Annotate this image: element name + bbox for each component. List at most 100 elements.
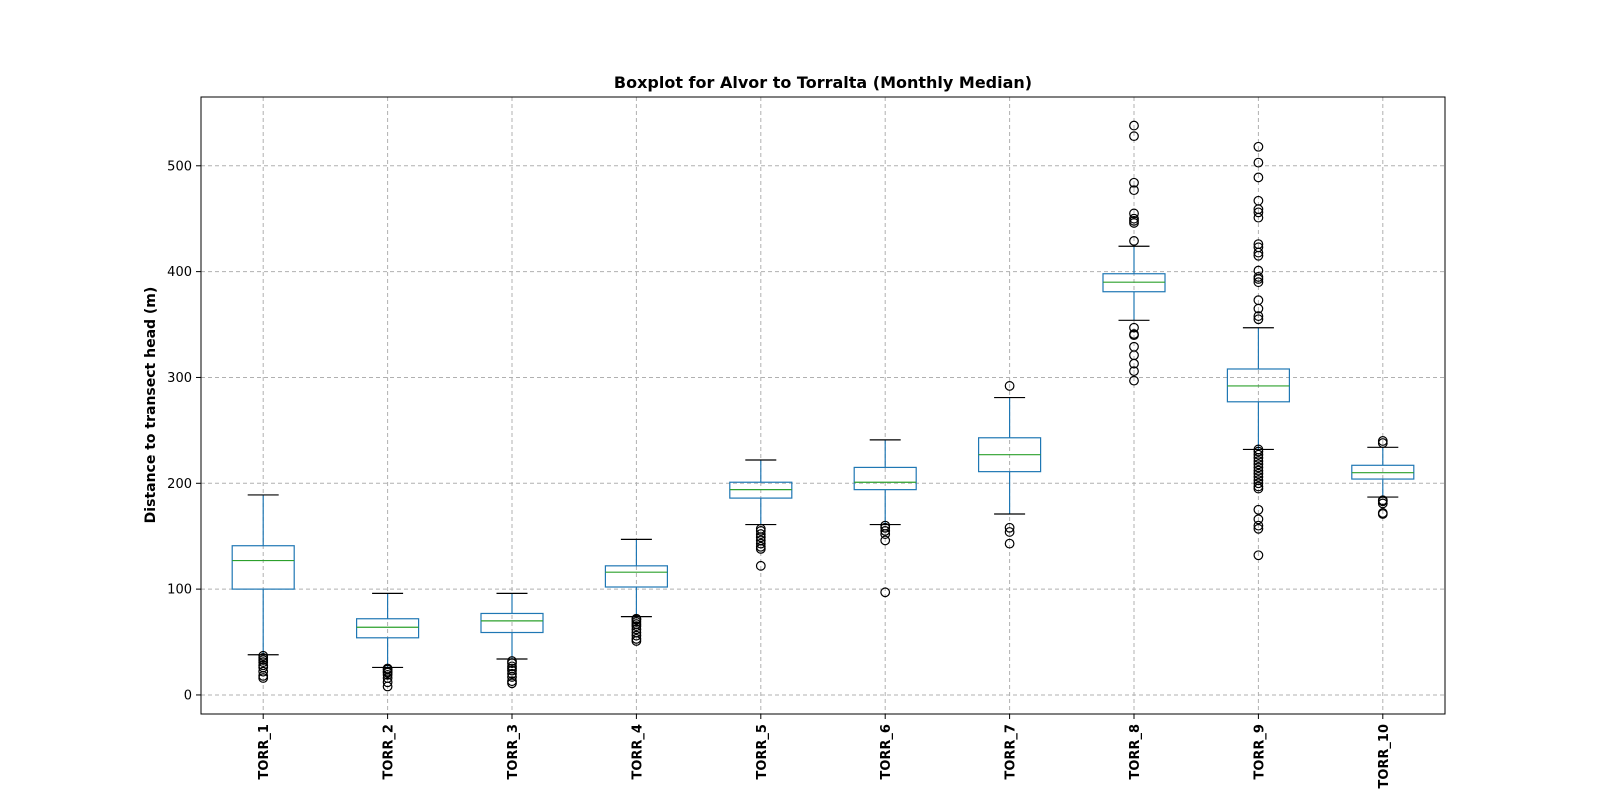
x-tick-labels: TORR_1 TORR_2 TORR_3 TORR_4 TORR_5 TORR_6 TORR… bbox=[257, 714, 1392, 789]
outlier-point bbox=[1129, 236, 1139, 246]
outlier-point bbox=[1253, 475, 1264, 486]
outlier-point bbox=[507, 661, 517, 672]
outlier-point bbox=[1253, 242, 1264, 253]
outlier-point bbox=[755, 541, 766, 552]
y-tick-label: 300 bbox=[167, 371, 192, 386]
outlier-point bbox=[1377, 495, 1388, 506]
x-tick-label: TORR_9 bbox=[1252, 724, 1267, 780]
x-tick-label: TORR_3 bbox=[506, 724, 521, 780]
outlier-point bbox=[507, 676, 517, 687]
outlier-point bbox=[1253, 550, 1264, 561]
outlier-point bbox=[631, 630, 642, 641]
outlier-point bbox=[258, 650, 269, 661]
outlier-point bbox=[755, 535, 766, 546]
outlier-point bbox=[1253, 172, 1264, 183]
outlier-point bbox=[755, 523, 766, 534]
outlier-point bbox=[1129, 341, 1139, 352]
box-torr-2 bbox=[356, 592, 420, 692]
outlier-point bbox=[1129, 213, 1139, 224]
x-tick-label: TORR_1 bbox=[257, 724, 272, 780]
y-tick-labels: 0 100 200 300 400 500 bbox=[167, 159, 201, 703]
box-torr-4 bbox=[604, 538, 669, 646]
outlier-point bbox=[631, 624, 642, 635]
outlier-point bbox=[382, 677, 393, 688]
outlier-point bbox=[258, 660, 269, 671]
outlier-point bbox=[1004, 538, 1015, 549]
outlier-point bbox=[1253, 504, 1264, 515]
x-tick-label: TORR_7 bbox=[1004, 724, 1019, 780]
outlier-point bbox=[1253, 272, 1264, 282]
outlier-point bbox=[880, 520, 891, 531]
outlier-point bbox=[1253, 468, 1264, 479]
outlier-point bbox=[1253, 523, 1264, 534]
outlier-point bbox=[631, 613, 642, 624]
plot-frame bbox=[200, 96, 1446, 715]
x-tick-label: TORR_6 bbox=[879, 724, 894, 780]
outlier-point bbox=[1129, 120, 1139, 131]
outlier-point bbox=[755, 538, 766, 549]
box-torr-3 bbox=[480, 592, 544, 689]
box-torr-1 bbox=[231, 494, 295, 683]
iqr-box bbox=[853, 466, 917, 491]
outlier-point bbox=[755, 529, 766, 539]
outlier-point bbox=[1377, 436, 1388, 446]
box-torr-9 bbox=[1226, 141, 1291, 561]
outlier-point bbox=[1253, 195, 1264, 206]
outlier-point bbox=[1253, 449, 1264, 460]
boxes-layer bbox=[231, 120, 1415, 692]
y-tick-label: 200 bbox=[167, 477, 192, 492]
outlier-point bbox=[1253, 157, 1264, 168]
outlier-point bbox=[1253, 465, 1264, 476]
outlier-point bbox=[258, 666, 269, 677]
y-tick-label: 100 bbox=[167, 583, 192, 598]
outlier-point bbox=[507, 668, 517, 679]
outlier-point bbox=[1004, 522, 1015, 533]
outlier-point bbox=[1253, 444, 1264, 455]
x-tick-label: TORR_2 bbox=[382, 724, 397, 780]
outlier-point bbox=[880, 587, 891, 598]
x-tick-label: TORR_8 bbox=[1128, 724, 1143, 780]
outlier-point bbox=[1253, 277, 1264, 288]
outlier-point bbox=[1253, 295, 1264, 306]
outlier-point bbox=[1129, 185, 1139, 196]
outlier-point bbox=[1253, 314, 1264, 325]
box-torr-5 bbox=[729, 459, 793, 571]
outlier-point bbox=[1129, 131, 1139, 142]
outlier-point bbox=[1253, 462, 1264, 473]
outlier-point bbox=[1129, 208, 1139, 219]
chart-title: Boxplot for Alvor to Torralta (Monthly M… bbox=[614, 73, 1032, 92]
outlier-point bbox=[1253, 459, 1264, 470]
outlier-point bbox=[1253, 514, 1264, 525]
outlier-point bbox=[1253, 311, 1264, 321]
outlier-point bbox=[1129, 375, 1139, 386]
outlier-point bbox=[1004, 527, 1015, 537]
outlier-point bbox=[1253, 265, 1264, 276]
box-torr-10 bbox=[1351, 436, 1415, 519]
outlier-point bbox=[1129, 366, 1139, 377]
y-tick-label: 0 bbox=[184, 688, 192, 703]
outlier-point bbox=[1253, 472, 1264, 482]
outlier-point bbox=[880, 535, 891, 546]
x-tick-label: TORR_5 bbox=[755, 724, 770, 780]
outlier-point bbox=[880, 526, 891, 536]
y-axis-label: Distance to transect head (m) bbox=[143, 287, 159, 524]
outlier-point bbox=[1253, 478, 1264, 489]
iqr-box bbox=[480, 612, 544, 634]
outlier-point bbox=[1253, 481, 1264, 492]
y-tick-label: 500 bbox=[167, 159, 192, 174]
outlier-point bbox=[382, 663, 393, 674]
outlier-point bbox=[1253, 239, 1264, 250]
iqr-box bbox=[604, 565, 669, 588]
outlier-point bbox=[1129, 177, 1139, 188]
outlier-point bbox=[1129, 329, 1139, 339]
outlier-point bbox=[1004, 381, 1015, 391]
outlier-point bbox=[631, 633, 642, 644]
outlier-point bbox=[1253, 141, 1264, 152]
box-torr-7 bbox=[977, 381, 1042, 549]
box-torr-6 bbox=[853, 439, 917, 598]
outlier-point bbox=[507, 656, 517, 666]
y-tick-label: 400 bbox=[167, 265, 192, 280]
outlier-point bbox=[1129, 322, 1139, 333]
iqr-box bbox=[356, 618, 420, 639]
